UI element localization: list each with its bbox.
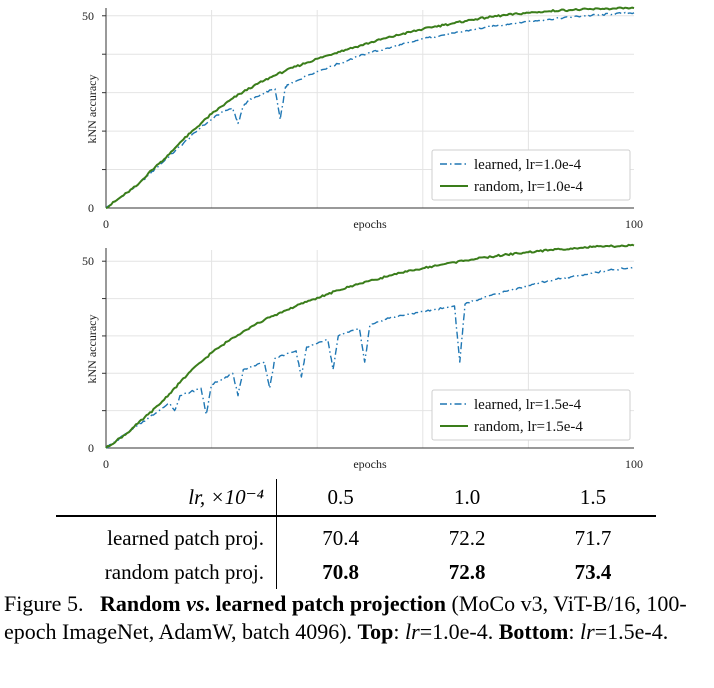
table-cell: 72.2: [448, 525, 486, 550]
table-row: learned patch proj. 70.4 72.2 71.7: [56, 516, 656, 555]
caption-title: Random vs. learned patch projection: [99, 591, 447, 616]
legend-label: learned, lr=1.0e-4: [474, 157, 582, 173]
y-axis-label: kNN accuracy: [85, 75, 99, 144]
caption-prefix: Figure 5.: [4, 591, 84, 616]
x-axis-label: epochs: [353, 217, 387, 231]
x-axis-label: epochs: [353, 457, 387, 471]
x-tick-label: 0: [103, 217, 109, 231]
caption-bottom-label: Bottom: [498, 619, 569, 644]
legend-label: random, lr=1.5e-4: [474, 419, 583, 435]
legend-label: random, lr=1.0e-4: [474, 179, 583, 195]
y-tick-label: 50: [82, 254, 94, 268]
series-line-learned: [105, 266, 635, 449]
table-header-cell: 1.0: [404, 479, 531, 517]
caption-top-label: Top: [357, 619, 394, 644]
table-cell: 70.4: [322, 525, 359, 550]
table-row: random patch proj. 70.8 72.8 73.4: [56, 555, 656, 589]
table-cell: 70.8: [322, 559, 359, 584]
x-tick-label: 100: [625, 217, 643, 231]
legend-box: [431, 149, 631, 201]
y-tick-label: 50: [82, 9, 94, 23]
row-label: learned patch proj.: [56, 516, 277, 555]
chart-bottom: 0 50 0 100 epochs kNN accuracy learned, lr=1.5…: [82, 243, 643, 471]
chart-top: 0 50 0 100 epochs kNN accuracy learned, lr=1.0…: [82, 6, 643, 231]
x-tick-label: 100: [625, 457, 643, 471]
table-cell: 71.7: [574, 525, 612, 550]
figure-caption: Figure 5. Random vs. learned patch proje…: [4, 591, 687, 644]
y-tick-label: 0: [88, 201, 94, 215]
series-line-random: [105, 6, 635, 209]
table-cell: 72.8: [448, 559, 486, 584]
row-label: random patch proj.: [56, 555, 277, 589]
caption-top-value: =1.0e-4.: [419, 619, 499, 644]
table-header-cell: 1.5: [530, 479, 656, 517]
caption-bottom-lr: lr: [580, 619, 595, 644]
caption-top-lr: lr: [405, 619, 420, 644]
table-header-lr: lr, ×10⁻⁴: [56, 479, 277, 517]
caption-details: (MoCo v3, ViT-B/16, 100-epoch ImageNet, …: [4, 591, 687, 644]
x-tick-label: 0: [103, 457, 109, 471]
legend-label: learned, lr=1.5e-4: [474, 397, 582, 413]
y-axis-label: kNN accuracy: [85, 315, 99, 384]
table-cell: 73.4: [574, 559, 612, 584]
table-header-cell: 0.5: [276, 479, 405, 517]
legend-box: [431, 389, 631, 441]
series-line-learned: [105, 11, 635, 209]
results-table: lr, ×10⁻⁴ 0.5 1.0 1.5 learned patch proj…: [56, 479, 656, 589]
y-tick-label: 0: [88, 441, 94, 455]
series-line-random: [105, 243, 635, 449]
table-header-row: lr, ×10⁻⁴ 0.5 1.0 1.5: [56, 479, 656, 517]
caption-bottom-value: =1.5e-4.: [594, 619, 669, 644]
